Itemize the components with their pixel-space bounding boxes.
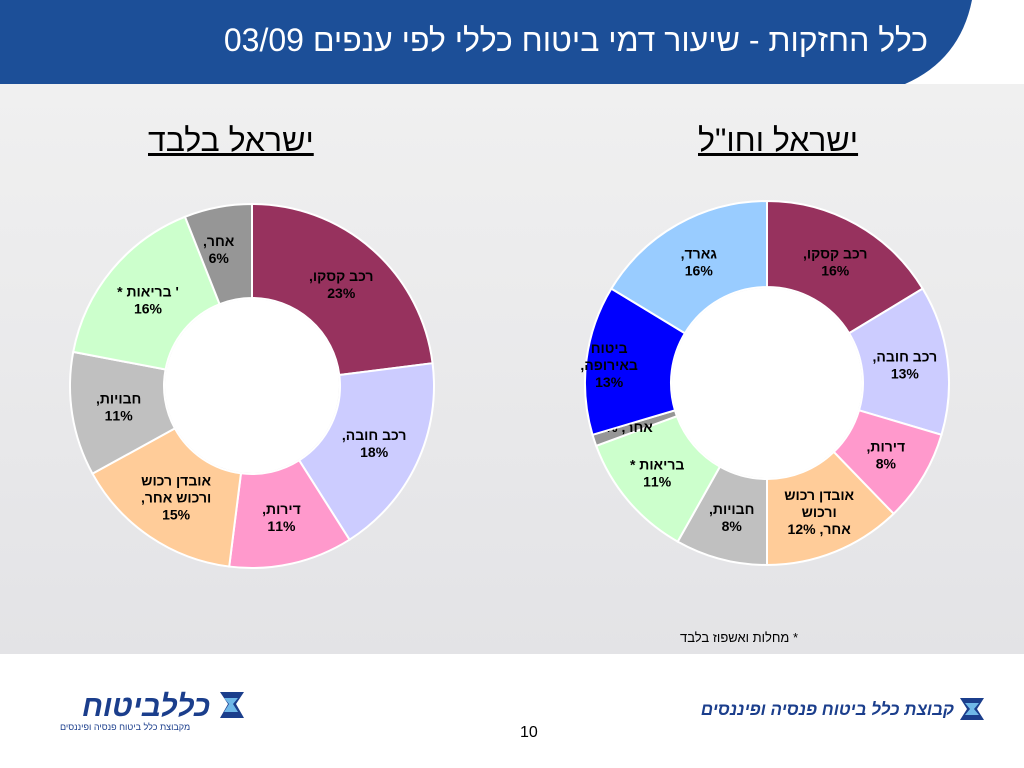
chart-title-israel-abroad: ישראל וחו"ל: [698, 122, 859, 158]
donut-slice: [251, 202, 434, 377]
slice-label: דירות, 8%: [867, 439, 906, 472]
logo-clal-bituach: כללביטוח מקבוצת כלל ביטוח פנסיה ופיננסים: [60, 688, 245, 740]
donut-slice: [297, 362, 435, 542]
header-bar: כלל החזקות - שיעור דמי ביטוח כללי לפי ענ…: [0, 0, 1024, 84]
donut-chart-israel-abroad: רכב קסקו, 16% רכב חובה, 13% דירות, 8% אובדן רכ…: [580, 199, 950, 567]
donut-slice: [72, 215, 221, 371]
donut-hole: [672, 288, 862, 478]
page-title: כלל החזקות - שיעור דמי ביטוח כללי לפי ענ…: [223, 22, 928, 58]
slice-label: גארד, 16%: [681, 245, 718, 278]
logo-left-subtitle: מקבוצת כלל ביטוח פנסיה ופיננסים: [60, 722, 191, 732]
slice-label: חבויות, 8%: [709, 501, 754, 534]
slice-label: דירות, 11%: [262, 501, 301, 534]
slice-label: רכב קסקו, 16%: [803, 245, 867, 278]
logo-clal-group: קבוצת כלל ביטוח פנסיה ופיננסים: [686, 696, 986, 726]
logo-right-text: קבוצת כלל ביטוח פנסיה ופיננסים: [700, 700, 954, 719]
donut-slice: [91, 427, 243, 568]
donut-hole: [165, 299, 339, 473]
logo-left-brand: כללביטוח: [82, 690, 211, 723]
clal-group-logo-icon: [960, 698, 984, 720]
slice-label: רכב חובה, 13%: [873, 349, 938, 382]
slice-label: ביטוח באירופה, 13%: [580, 340, 638, 390]
slice-label: אחר, 6%: [203, 233, 235, 266]
page-number: 10: [520, 724, 538, 741]
slice-label: ' בריאות * 16%: [117, 283, 179, 316]
slice-label: אובדן רכוש ורכוש אחר, 12%: [784, 487, 854, 537]
header-background: [0, 0, 1024, 84]
slice-label: בריאות * 11%: [630, 457, 684, 490]
donut-chart-israel-only: רכב קסקו, 23% רכב חובה, 18% דירות, 11% אובדן ר…: [69, 202, 435, 569]
slice-label: רכב חובה, 18%: [342, 427, 407, 460]
donut-slice: [609, 199, 768, 335]
slice-label: רכב קסקו, 23%: [309, 268, 373, 301]
slice-label: חבויות, 11%: [96, 391, 141, 424]
clal-logo-icon: [220, 692, 244, 718]
donut-slice: [183, 202, 253, 306]
footnote: * מחלות ואשפוז בלבד: [680, 630, 799, 645]
chart-title-israel-only: ישראל בלבד: [148, 122, 314, 158]
slice-label: אובדן רכוש ורכוש אחר, 15%: [141, 473, 212, 523]
